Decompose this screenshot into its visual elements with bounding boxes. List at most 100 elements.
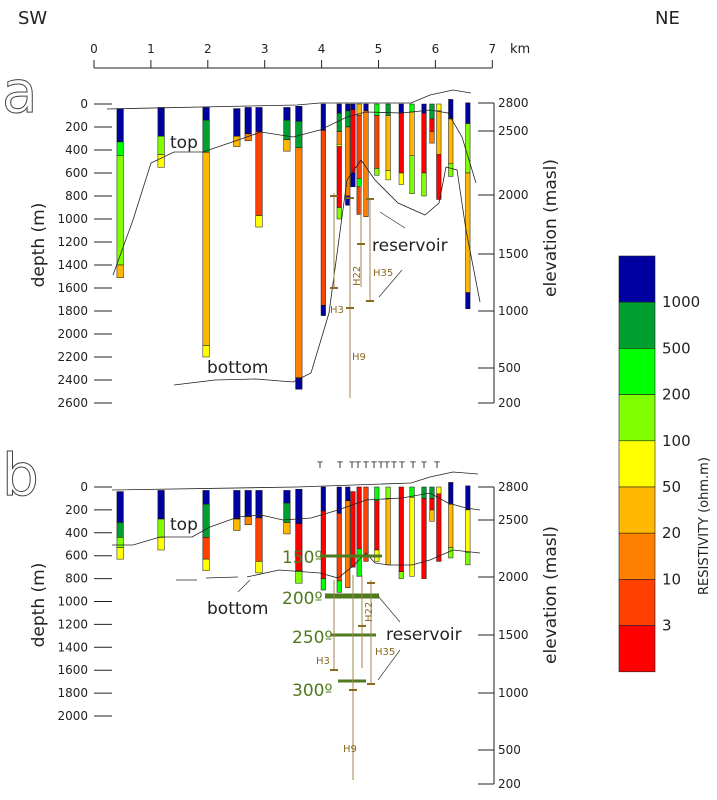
resistivity-layer [233, 518, 241, 531]
depth-axis-title: depth (m) [29, 203, 49, 288]
resistivity-sounding [436, 103, 442, 200]
panel-letter: b [2, 441, 39, 509]
reservoir-bottom-dashed-segment [205, 576, 239, 579]
resistivity-layer [356, 548, 362, 577]
resistivity-layer [363, 110, 369, 217]
resistivity-sounding [116, 108, 124, 278]
well-label: H22 [364, 602, 375, 622]
resistivity-sounding [202, 490, 210, 571]
resistivity-layer [255, 131, 263, 216]
resistivity-sounding [436, 486, 442, 562]
distance-unit-label: km [510, 42, 530, 57]
resistivity-layer [436, 493, 442, 562]
sw-direction-label: SW [18, 8, 47, 29]
resistivity-layer [345, 500, 351, 589]
elevation-tick-label: 2000 [498, 188, 529, 202]
resistivity-layer [350, 172, 356, 188]
depth-tick-label: 2600 [57, 396, 88, 410]
depth-tick-label: 400 [65, 526, 88, 540]
resistivity-layer [429, 103, 435, 120]
panel-letter: a [2, 58, 38, 126]
well-label: H22 [352, 266, 363, 286]
top-label: top [170, 515, 198, 535]
reservoir-label: reservoir [386, 625, 462, 645]
resistivity-layer [385, 103, 391, 116]
well-top-marker-icon: T [398, 461, 405, 471]
resistivity-layer [244, 490, 252, 518]
resistivity-layer [336, 513, 342, 582]
resistivity-sounding [244, 490, 252, 526]
resistivity-layer [448, 482, 454, 505]
resistivity-layer [398, 172, 404, 185]
surface-line [111, 471, 479, 491]
resistivity-layer [436, 110, 442, 155]
legend-boundary-label: 50 [662, 478, 681, 496]
resistivity-layer [465, 292, 471, 309]
bottom-label: bottom [207, 358, 268, 378]
resistivity-sounding [157, 107, 165, 168]
legend-color-swatch [618, 486, 656, 534]
resistivity-sounding [116, 491, 124, 560]
resistivity-layer [336, 207, 342, 220]
resistivity-layer [255, 107, 263, 132]
distance-tick-label: 0 [90, 42, 98, 56]
resistivity-layer [429, 486, 435, 499]
resistivity-layer [283, 522, 291, 535]
legend-color-swatch [618, 532, 656, 580]
resistivity-layer [436, 103, 442, 112]
surface-line [106, 89, 472, 110]
leader-line [237, 579, 251, 593]
resistivity-sounding [295, 106, 303, 390]
resistivity-layer [448, 118, 454, 165]
elevation-tick-label: 2800 [498, 96, 529, 110]
top-label: top [170, 133, 198, 153]
well-label: H9 [343, 744, 357, 755]
resistivity-layer [385, 498, 391, 566]
resistivity-sounding [448, 482, 454, 559]
legend-boundary-label: 100 [662, 432, 691, 450]
resistivity-layer [116, 141, 124, 156]
resistivity-layer [374, 168, 380, 176]
resistivity-layer [465, 102, 471, 124]
elevation-tick-label: 2500 [498, 513, 529, 527]
resistivity-sounding [345, 486, 351, 589]
resistivity-layer [283, 490, 291, 504]
resistivity-layer [363, 103, 369, 112]
resistivity-layer [320, 130, 326, 306]
resistivity-sounding [448, 99, 454, 177]
isotherm-label: 200º [282, 589, 322, 609]
well-top-marker-icon: T [383, 461, 390, 471]
resistivity-legend: 1000 500 200 100 50 20 10 3 [618, 255, 700, 673]
isotherm-label: 250º [292, 628, 332, 648]
depth-tick-label: 2000 [57, 327, 88, 341]
resistivity-layer [398, 571, 404, 579]
well-top-marker-icon: T [433, 461, 440, 471]
resistivity-layer [202, 119, 210, 153]
resistivity-layer [320, 578, 326, 591]
well-top-marker-icon: T [348, 461, 355, 471]
well-top-marker-icon: T [362, 461, 369, 471]
elevation-tick-label: 1000 [498, 304, 529, 318]
resistivity-layer [233, 490, 241, 520]
resistivity-layer [429, 509, 435, 522]
legend-color-swatch [618, 440, 656, 488]
resistivity-layer [295, 106, 303, 122]
well-top-marker-icon: T [409, 461, 416, 471]
elevation-tick-label: 500 [498, 743, 521, 757]
resistivity-sounding [356, 486, 362, 577]
resistivity-sounding [363, 486, 369, 562]
resistivity-sounding [409, 486, 415, 577]
reservoir-bottom-curve [246, 549, 481, 579]
depth-axis-title: depth (m) [29, 563, 49, 648]
depth-tick-label: 2200 [57, 350, 88, 364]
elevation-tick-label: 1000 [498, 686, 529, 700]
resistivity-sounding [320, 486, 326, 591]
resistivity-layer [385, 486, 391, 499]
resistivity-layer [374, 486, 380, 501]
resistivity-sounding [345, 103, 351, 206]
resistivity-layer [295, 377, 303, 390]
resistivity-layer [157, 537, 165, 551]
resistivity-layer [336, 580, 342, 593]
resistivity-layer [283, 107, 291, 121]
